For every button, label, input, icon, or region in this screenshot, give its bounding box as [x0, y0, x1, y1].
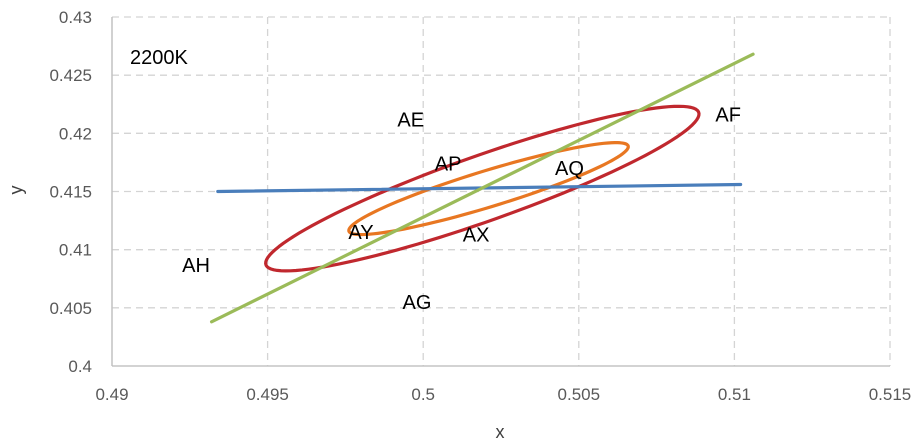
region-label-ah: AH: [182, 255, 210, 277]
x-axis-label: x: [496, 422, 505, 442]
ellipse-series-1: [347, 141, 630, 237]
y-tick-label: 0.43: [59, 8, 92, 27]
y-tick-label: 0.42: [59, 124, 92, 143]
x-tick-label: 0.5: [411, 385, 435, 404]
y-tick-label: 0.4: [68, 357, 92, 376]
region-labels: AE AF AP AQ AY AX AH AG: [182, 105, 741, 314]
ellipse-series-0: [264, 104, 701, 273]
x-tick-label: 0.515: [869, 385, 912, 404]
region-label-af: AF: [715, 105, 741, 127]
y-tick-label: 0.415: [49, 183, 92, 202]
x-tick-label: 0.49: [95, 385, 128, 404]
chart-annotation: 2200K: [130, 47, 188, 69]
region-label-ae: AE: [397, 109, 424, 131]
x-tick-label: 0.495: [246, 385, 289, 404]
region-label-aq: AQ: [555, 158, 584, 180]
series-layer: [209, 52, 755, 324]
x-tick-label: 0.505: [558, 385, 601, 404]
y-tick-label: 0.425: [49, 66, 92, 85]
x-tick-label: 0.51: [718, 385, 751, 404]
line-series-3: [209, 52, 755, 324]
region-label-ay: AY: [348, 222, 373, 244]
axes: 0.49 0.495 0.5 0.505 0.51 0.515 0.4 0.405 0.41 0.…: [49, 8, 911, 404]
region-label-ag: AG: [403, 292, 432, 314]
region-label-ax: AX: [463, 225, 490, 247]
y-tick-label: 0.405: [49, 299, 92, 318]
y-axis-label: y: [6, 186, 26, 195]
y-tick-label: 0.41: [59, 241, 92, 260]
region-label-ap: AP: [435, 154, 462, 176]
